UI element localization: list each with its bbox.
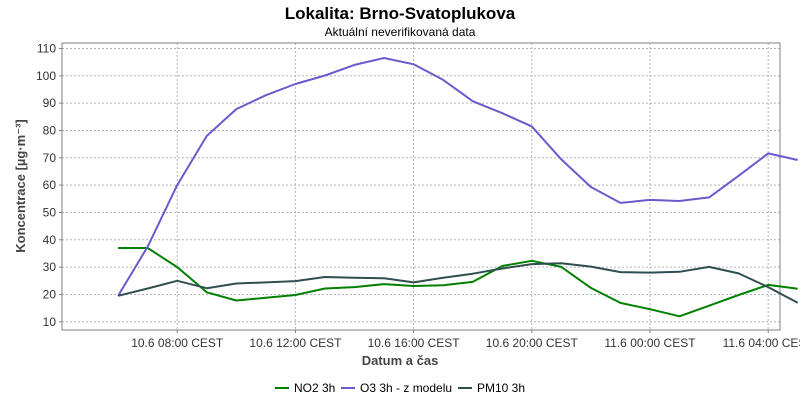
x-tick-label: 11.6 00:00 CEST [604, 336, 696, 350]
plot-area [62, 43, 780, 330]
y-tick-label: 10 [43, 315, 57, 329]
legend-item: PM10 3h [458, 381, 525, 395]
y-tick-label: 110 [37, 41, 56, 55]
x-axis: 10.6 08:00 CEST 10.6 12:00 CEST 10.6 16:00… [131, 330, 800, 350]
y-tick-label: 50 [43, 205, 57, 219]
x-tick-label: 10.6 12:00 CEST [249, 336, 342, 350]
series-lines [117, 57, 799, 318]
y-axis: 10 20 30 40 50 60 70 80 90 100 110 [36, 41, 62, 329]
chart-title: Lokalita: Brno-Svatoplukova [285, 4, 516, 23]
legend-item: O3 3h - z modelu [341, 381, 452, 395]
y-tick-label: 100 [36, 69, 56, 83]
x-tick-label: 10.6 08:00 CEST [131, 336, 224, 350]
x-axis-label: Datum a čas [362, 353, 439, 368]
series-line-1 [117, 57, 798, 297]
legend: NO2 3h O3 3h - z modelu PM10 3h [275, 381, 525, 395]
y-tick-label: 20 [43, 287, 57, 301]
y-axis-label: Koncentrace [µg·m⁻³] [13, 119, 28, 253]
y-tick-label: 90 [43, 96, 57, 110]
legend-label: NO2 3h [294, 381, 335, 395]
legend-label: O3 3h - z modelu [360, 381, 452, 395]
series-line-2 [117, 262, 799, 304]
legend-label: PM10 3h [477, 381, 525, 395]
plot-border [61, 42, 781, 331]
y-tick-label: 60 [43, 178, 57, 192]
x-tick-label: 10.6 20:00 CEST [486, 336, 579, 350]
y-tick-label: 30 [43, 260, 57, 274]
y-tick-label: 40 [43, 233, 57, 247]
series-line-0 [118, 247, 798, 318]
legend-item: NO2 3h [275, 381, 335, 395]
y-tick-label: 70 [43, 151, 57, 165]
x-tick-label: 11.6 04:00 CEST [723, 336, 800, 350]
x-tick-label: 10.6 16:00 CEST [368, 336, 461, 350]
y-tick-label: 80 [43, 123, 57, 137]
chart-subtitle: Aktuální neverifikovaná data [325, 25, 476, 39]
